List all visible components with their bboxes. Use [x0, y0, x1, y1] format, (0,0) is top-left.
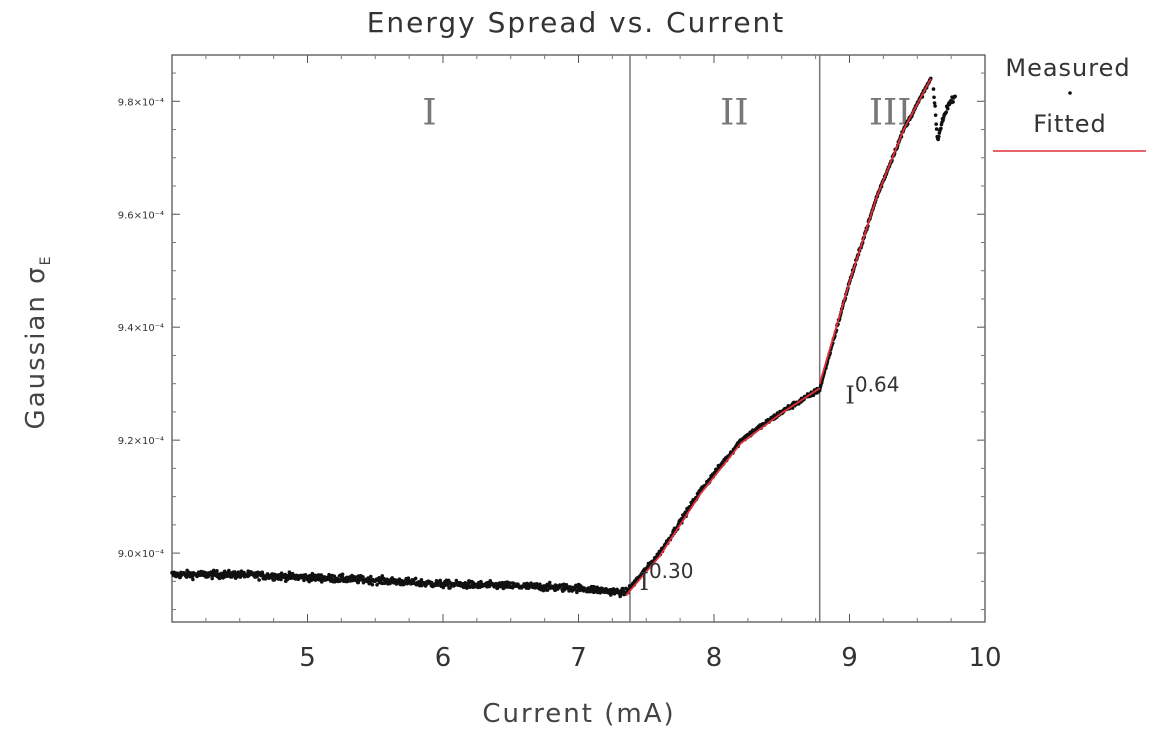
x-ticks: 5 6 7 8 9 10	[205, 55, 1002, 673]
measured-point	[931, 87, 936, 91]
exponent-annotation-1: I0.30	[639, 559, 693, 596]
legend-measured-marker	[1068, 91, 1072, 95]
measured-point	[547, 580, 552, 585]
measured-point	[413, 576, 418, 581]
x-axis-label: Current (mA)	[482, 699, 675, 729]
measured-point	[340, 572, 345, 577]
measured-point	[951, 100, 955, 104]
plot-frame	[171, 54, 986, 623]
measured-point	[430, 580, 434, 585]
measured-point	[507, 581, 512, 585]
x-tick-label: 10	[968, 643, 1001, 673]
measured-point	[945, 106, 950, 111]
measured-point	[257, 578, 261, 582]
measured-point	[934, 127, 939, 131]
measured-point	[375, 582, 379, 587]
x-tick-label: 6	[435, 643, 452, 673]
measured-point	[215, 569, 219, 573]
region-label-1: I	[422, 93, 436, 134]
y-tick-label: 9.8×10⁻⁴	[118, 97, 164, 108]
svg-text:Gaussian σE: Gaussian σE	[21, 255, 54, 430]
x-tick-label: 7	[570, 643, 587, 673]
plot-area	[171, 54, 986, 623]
measured-point	[227, 568, 231, 573]
fitted-line-2	[818, 78, 932, 384]
measured-point	[933, 104, 937, 108]
y-axis-label-main: Gaussian σ	[21, 265, 51, 429]
measured-point	[953, 94, 957, 99]
y-axis-label-sub: E	[38, 255, 54, 266]
measured-point	[939, 126, 943, 131]
legend-measured-label: Measured	[1005, 54, 1130, 82]
region-label-2: II	[720, 93, 748, 134]
measured-point	[361, 575, 365, 579]
region-layer: I II III	[422, 55, 911, 622]
measured-point	[448, 586, 452, 590]
exponent-annotation-2: I0.64	[845, 372, 899, 409]
x-tick-label: 8	[706, 643, 723, 673]
measured-point	[316, 573, 321, 577]
measured-point	[279, 577, 283, 582]
measured-point	[932, 101, 937, 105]
measured-point	[545, 588, 550, 592]
annotations: I0.30 I0.64	[639, 372, 899, 595]
legend: Measured Fitted	[993, 54, 1146, 152]
measured-point	[368, 574, 373, 579]
measured-point	[487, 584, 492, 589]
y-tick-label: 9.2×10⁻⁴	[118, 436, 164, 447]
measured-point	[211, 568, 216, 573]
measured-point	[370, 582, 375, 587]
measured-points	[170, 76, 957, 599]
x-tick-label: 9	[841, 643, 858, 673]
fitted-line-1	[625, 387, 821, 597]
measured-point	[944, 110, 948, 114]
measured-point	[380, 574, 385, 578]
measured-point	[242, 570, 246, 575]
measured-point	[436, 583, 440, 587]
measured-point	[406, 576, 411, 581]
measured-point	[332, 574, 337, 579]
legend-fitted-label: Fitted	[1033, 110, 1107, 138]
measured-point	[934, 122, 938, 126]
measured-point	[932, 95, 936, 100]
x-tick-label: 5	[299, 643, 316, 673]
measured-point	[445, 583, 450, 587]
y-tick-label: 9.6×10⁻⁴	[118, 210, 164, 221]
y-axis-label: Gaussian σE	[21, 255, 54, 430]
y-tick-label: 9.0×10⁻⁴	[118, 549, 164, 560]
measured-point	[538, 582, 542, 587]
fitted-lines	[625, 78, 932, 597]
measured-point	[933, 113, 938, 117]
measured-point	[936, 137, 941, 142]
measured-point	[191, 577, 195, 582]
y-ticks: 9.0×10⁻⁴ 9.2×10⁻⁴ 9.4×10⁻⁴ 9.6×10⁻⁴ 9.8×10⁻⁴	[118, 72, 985, 611]
measured-point	[210, 576, 214, 581]
y-tick-label: 9.4×10⁻⁴	[118, 323, 164, 334]
chart-title: Energy Spread vs. Current	[367, 6, 786, 39]
measured-point	[937, 134, 941, 139]
